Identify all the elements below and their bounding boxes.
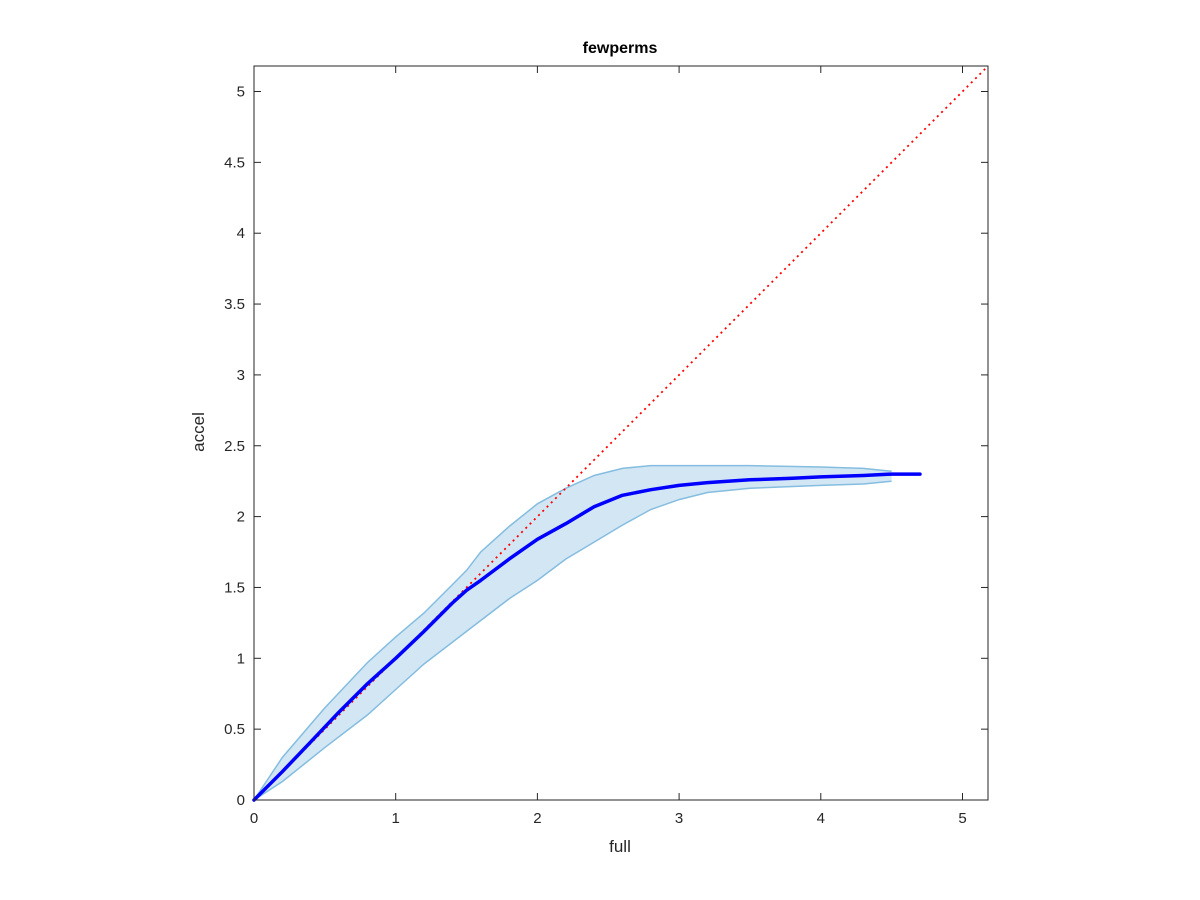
lower-bound-line bbox=[253, 480, 892, 801]
y-tick-label: 2 bbox=[237, 509, 245, 526]
upper-bound-line bbox=[253, 464, 892, 801]
x-tick-label: 0 bbox=[250, 810, 258, 827]
x-axis-label: full bbox=[609, 837, 631, 856]
x-tick-label: 2 bbox=[533, 810, 541, 827]
y-tick-label: 1 bbox=[237, 650, 245, 667]
mean-line bbox=[252, 472, 922, 802]
plot-area bbox=[252, 65, 989, 802]
y-tick-label: 1.5 bbox=[224, 579, 245, 596]
y-tick-label: 2.5 bbox=[224, 438, 245, 455]
y-tick-label: 3.5 bbox=[224, 296, 245, 313]
y-tick-label: 4 bbox=[237, 225, 245, 242]
x-tick-label: 5 bbox=[958, 810, 966, 827]
chart-title: fewperms bbox=[583, 40, 658, 57]
y-tick-label: 5 bbox=[237, 84, 245, 101]
x-tick-label: 4 bbox=[817, 810, 825, 827]
confidence-band bbox=[254, 465, 892, 800]
y-tick-label: 4.5 bbox=[224, 154, 245, 171]
axes-box bbox=[253, 65, 989, 801]
identity-line bbox=[253, 65, 989, 801]
y-tick-label: 0 bbox=[237, 792, 245, 809]
y-axis-label: accel bbox=[189, 412, 208, 452]
y-tick-label: 3 bbox=[237, 367, 245, 384]
x-tick-label: 3 bbox=[675, 810, 683, 827]
x-tick-label: 1 bbox=[392, 810, 400, 827]
axis-ticks: 0 1 2 3 4 5 0 0.5 1 1.5 2 2.5 3 3.5 4 4.5 5 bbox=[224, 66, 988, 827]
y-tick-label: 0.5 bbox=[224, 721, 245, 738]
